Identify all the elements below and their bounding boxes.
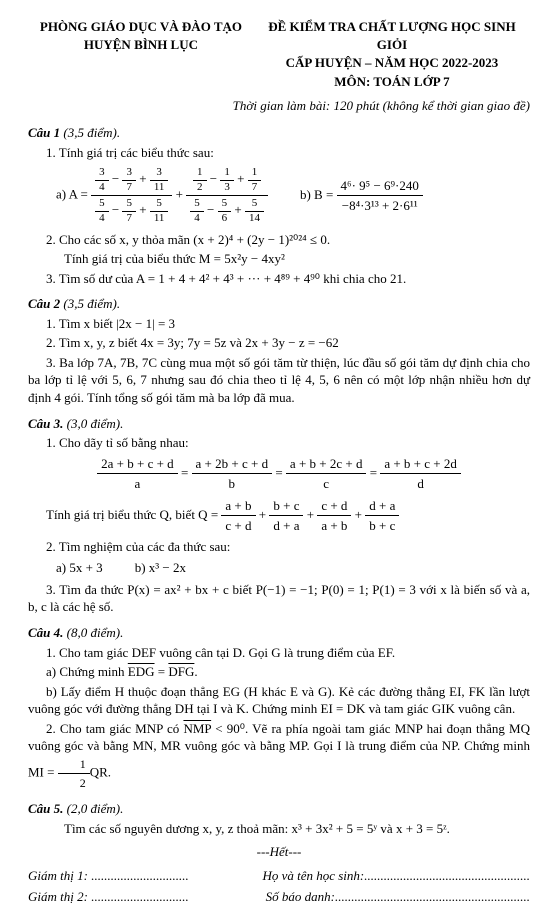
c3-q2-row: a) 5x + 3 b) x³ − 2x: [56, 559, 530, 577]
c3-q2b: b) x³ − 2x: [135, 559, 186, 577]
c1-q2b: Tính giá trị của biểu thức M = 5x²y − 4x…: [64, 250, 530, 268]
sig2a: Giám thị 2: ............................…: [28, 888, 189, 906]
signatures: Giám thị 1: ............................…: [28, 867, 530, 885]
c3-q2a: a) 5x + 3: [56, 559, 103, 577]
signatures2: Giám thị 2: ............................…: [28, 888, 530, 906]
cau1-title: Câu 1 (3,5 điểm).: [28, 124, 530, 142]
cau5-title: Câu 5. (2,0 điểm).: [28, 800, 530, 818]
exam-block: ĐỀ KIỂM TRA CHẤT LƯỢNG HỌC SINH GIỎI CẤP…: [254, 18, 530, 91]
sig1a: Giám thị 1: ............................…: [28, 867, 189, 885]
c1-q3: 3. Tìm số dư của A = 1 + 4 + 4² + 4³ + ·…: [46, 270, 530, 288]
org-line2: HUYỆN BÌNH LỤC: [84, 37, 198, 52]
c5-q: Tìm các số nguyên dương x, y, z thoả mãn…: [64, 820, 530, 838]
header: PHÒNG GIÁO DỤC VÀ ĐÀO TẠO HUYỆN BÌNH LỤC…: [28, 18, 530, 91]
cau4-title: Câu 4. (8,0 điểm).: [28, 624, 530, 642]
c2-q3: 3. Ba lớp 7A, 7B, 7C cùng mua một số gói…: [28, 354, 530, 407]
c3-qv: Tính giá trị biểu thức Q, biết Q = a + b…: [46, 496, 530, 536]
org-block: PHÒNG GIÁO DỤC VÀ ĐÀO TẠO HUYỆN BÌNH LỤC: [28, 18, 254, 91]
exam-line1: ĐỀ KIỂM TRA CHẤT LƯỢNG HỌC SINH GIỎI: [268, 19, 516, 52]
c4-q2: 2. Cho tam giác MNP có NMP < 90⁰. Vẽ ra …: [28, 720, 530, 792]
c1-a: a) A = 34 − 37 + 311 54 − 57 + 511 + 12 …: [56, 165, 268, 226]
c4-q1: 1. Cho tam giác DEF vuông cân tại D. Gọi…: [46, 644, 530, 662]
c1-b: b) B = 4⁶· 9⁵ − 6⁹·240 −8⁴·3¹³ + 2·6¹¹: [300, 176, 423, 216]
c3-ratio: 2a + b + c + da = a + 2b + c + db = a + …: [28, 454, 530, 494]
c2-q2: 2. Tìm x, y, z biết 4x = 3y; 7y = 5z và …: [46, 334, 530, 352]
c3-q3: 3. Tìm đa thức P(x) = ax² + bx + c biết …: [28, 581, 530, 616]
c3-q1: 1. Cho dãy tỉ số bằng nhau:: [46, 434, 530, 452]
c3-q2: 2. Tìm nghiệm của các đa thức sau:: [46, 538, 530, 556]
cau2-title: Câu 2 (3,5 điểm).: [28, 295, 530, 313]
het: ---Hết---: [28, 843, 530, 861]
exam-line3: MÔN: TOÁN LỚP 7: [334, 74, 449, 89]
sig2b: Số báo danh:............................…: [266, 888, 530, 906]
c4-q1a: a) Chứng minh EDG = DFG.: [46, 663, 530, 681]
c1-ab-row: a) A = 34 − 37 + 311 54 − 57 + 511 + 12 …: [56, 165, 530, 226]
exam-line2: CẤP HUYỆN – NĂM HỌC 2022-2023: [286, 55, 499, 70]
c1-q1: 1. Tính giá trị các biểu thức sau:: [46, 144, 530, 162]
timing: Thời gian làm bài: 120 phút (không kể th…: [28, 97, 530, 115]
c1-q2a: 2. Cho các số x, y thỏa mãn (x + 2)⁴ + (…: [46, 231, 530, 249]
c4-q1b: b) Lấy điểm H thuộc đoạn thẳng EG (H khá…: [28, 683, 530, 718]
cau3-title: Câu 3. (3,0 điểm).: [28, 415, 530, 433]
sig1b: Họ và tên học sinh:.....................…: [262, 867, 530, 885]
c2-q1: 1. Tìm x biết |2x − 1| = 3: [46, 315, 530, 333]
org-line1: PHÒNG GIÁO DỤC VÀ ĐÀO TẠO: [40, 19, 242, 34]
